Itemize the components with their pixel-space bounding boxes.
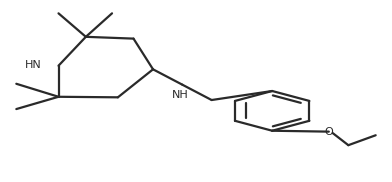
Text: HN: HN xyxy=(25,60,42,70)
Text: NH: NH xyxy=(172,90,189,100)
Text: O: O xyxy=(325,127,333,137)
